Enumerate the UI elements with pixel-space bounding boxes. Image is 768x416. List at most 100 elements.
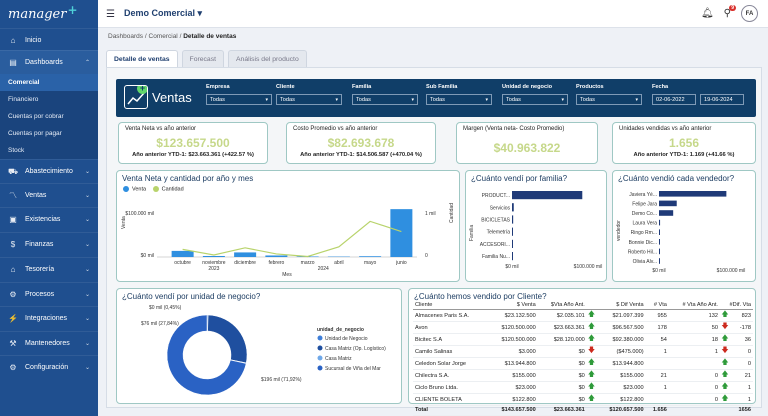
- table-row[interactable]: Chilectra S.A. $155.000 $0 🡅 $155.000 21 0 🡅 21: [413, 369, 753, 382]
- subnav-item-1[interactable]: Financiero: [0, 91, 98, 108]
- sidebar-item-ventas[interactable]: 〽 Ventas ⌄: [0, 183, 98, 207]
- subnav-item-0[interactable]: Comercial: [0, 74, 98, 91]
- bell-icon[interactable]: 🔔︎: [700, 8, 714, 19]
- sidebar-item-configuracin[interactable]: ⚙ Configuración ⌄: [0, 355, 98, 379]
- tab-forecast[interactable]: Forecast: [181, 50, 224, 67]
- filter-select[interactable]: Todas ▾: [352, 94, 418, 105]
- company-selector[interactable]: Demo Comercial ▾: [124, 8, 203, 18]
- col-header[interactable]: #Dif. Vta: [719, 301, 753, 310]
- chevron-down-icon: ▾: [635, 96, 638, 103]
- filter-select[interactable]: Todas ▾: [576, 94, 642, 105]
- bar-venta: [234, 252, 257, 257]
- table-row[interactable]: Camilo Salinas $3.000 $0 🡇 ($475.000) 1 1 🡇 0: [413, 345, 753, 358]
- chevron-icon: ⌄: [84, 169, 90, 175]
- filter-select[interactable]: Todas ▾: [426, 94, 492, 105]
- table-row[interactable]: CLIENTE BOLETA $122.800 $0 🡅 $122.800 0 🡅 1: [413, 393, 753, 406]
- kpi-venta-neta: Venta Neta vs año anterior $123.657.500 …: [118, 122, 268, 164]
- col-header[interactable]: $ Dif Venta: [586, 301, 646, 310]
- sidebar-item-mantenedores[interactable]: ⚒ Mantenedores ⌄: [0, 331, 98, 355]
- table-cell: $0: [537, 369, 587, 382]
- xtick: $0 mil: [652, 268, 665, 274]
- table-cell: 178: [645, 321, 669, 334]
- bar: [512, 252, 513, 261]
- sidebar-item-inicio[interactable]: ⌂ Inicio: [0, 28, 98, 52]
- xtick: diciembre: [234, 260, 256, 266]
- chevron-down-icon: ▾: [561, 96, 564, 103]
- tab-analisis-producto[interactable]: Análisis del producto: [228, 50, 307, 67]
- legend-item: Sucursal de Viña del Mar: [325, 366, 381, 372]
- table-row[interactable]: Celedon Solar Jorge $13.944.800 $0 🡅 $13.944…: [413, 357, 753, 370]
- table-cell: 823: [730, 309, 753, 322]
- sidebar-item-dashboards[interactable]: ▤ Dashboards ⌃: [0, 50, 98, 74]
- arrow-up-icon: 🡅: [587, 359, 596, 366]
- table-cell: $0: [537, 381, 587, 394]
- tab-detalle-ventas[interactable]: Detalle de ventas: [106, 50, 178, 67]
- sidebar-item-procesos[interactable]: ⚙ Procesos ⌄: [0, 282, 98, 306]
- filter-0: Empresa Todas ▾: [206, 84, 272, 105]
- sidebar-item-finanzas[interactable]: $ Finanzas ⌄: [0, 232, 98, 256]
- arrow-up-icon: 🡅: [721, 395, 729, 402]
- filter-4: Unidad de negocio Todas ▾: [502, 84, 568, 105]
- arrow-up-icon: 🡅: [587, 323, 596, 330]
- dollar-icon: $: [10, 240, 16, 249]
- col-header[interactable]: $Vta Año Ant.: [537, 301, 587, 310]
- ytick: $0 mil: [141, 253, 154, 259]
- avatar[interactable]: FA: [741, 5, 758, 22]
- arrow-down-icon: 🡇: [721, 347, 729, 354]
- bar-venta: [202, 255, 225, 257]
- sidebar-item-abastecimiento[interactable]: ⛟ Abastecimiento ⌄: [0, 159, 98, 183]
- table-cell: $143.657.500: [488, 405, 538, 416]
- subnav-item-2[interactable]: Cuentas por cobrar: [0, 108, 98, 125]
- notification-badge: 9: [729, 5, 736, 11]
- sidebar-item-integraciones[interactable]: ⚡ Integraciones ⌄: [0, 306, 98, 330]
- date-from-input[interactable]: 02-06-2022: [652, 94, 696, 105]
- table-row[interactable]: Ciclo Bruno Ltda. $23.000 $0 🡅 $23.000 1 0 🡅 1: [413, 381, 753, 394]
- bar: [512, 191, 583, 200]
- subnav-item-4[interactable]: Stock: [0, 142, 98, 159]
- table-cell: Bicitec S.A: [413, 333, 489, 346]
- table-row[interactable]: Bicitec S.A $120.500.000 $28.120.000 🡅 $92.3…: [413, 333, 753, 346]
- breadcrumb-dashboards[interactable]: Dashboards: [108, 33, 144, 40]
- filter-select[interactable]: Todas ▾: [502, 94, 568, 105]
- col-header[interactable]: # Vta: [645, 301, 669, 310]
- table-total-row: Total $143.657.500 $23.663.361 $120.657.500…: [413, 405, 753, 416]
- table-cell: Ciclo Bruno Ltda.: [413, 381, 489, 394]
- filter-select[interactable]: Todas ▾: [276, 94, 342, 105]
- col-header[interactable]: # Vta Año Ant.: [668, 301, 720, 310]
- table-row[interactable]: Avon $120.500.000 $23.663.361 🡅 $96.567.500 1…: [413, 321, 753, 334]
- category-label: Bonnie Dic...: [629, 240, 657, 246]
- box-icon: ▣: [9, 215, 17, 224]
- menu-icon[interactable]: ☰: [106, 9, 115, 20]
- filter-fecha: Fecha 02-06-2022 19-06-2024: [652, 84, 744, 105]
- arrow-down-icon: 🡇: [587, 347, 596, 354]
- category-label: Telemetría: [487, 230, 511, 236]
- filter-1: Cliente Todas ▾: [276, 84, 342, 105]
- table-cell: 1: [645, 381, 669, 394]
- arrow-up-icon: 🡅: [587, 395, 596, 402]
- bar: [512, 227, 513, 236]
- table-cell: 955: [645, 309, 669, 322]
- bar-venta: [265, 255, 288, 257]
- table-cell: $3.000: [488, 345, 538, 358]
- legend-marker: [317, 365, 323, 371]
- table-cell: $120.500.000: [488, 321, 538, 334]
- col-header[interactable]: Cliente: [413, 301, 489, 310]
- chart4-svg: $0 mil (0,45%) $76 mil (27,84%) $196 mil (…: [141, 305, 386, 396]
- messages-icon[interactable]: ⚲ 9: [723, 5, 736, 19]
- filter-select[interactable]: Todas ▾: [206, 94, 272, 105]
- col-header[interactable]: $ Venta: [488, 301, 538, 310]
- subnav-item-3[interactable]: Cuentas por pagar: [0, 125, 98, 142]
- sidebar-item-existencias[interactable]: ▣ Existencias ⌄: [0, 207, 98, 231]
- table-cell: $120.657.500: [596, 405, 646, 416]
- breadcrumb-comercial[interactable]: Comercial: [148, 33, 178, 40]
- table-row[interactable]: Almacenes Paris S.A. $23.132.500 $2.035.10…: [413, 309, 753, 322]
- brand-logo[interactable]: manager +: [8, 3, 78, 22]
- bar-venta: [359, 256, 382, 257]
- clientes-table: Cliente $ Venta $Vta Año Ant. $ Dif Venta # …: [413, 301, 753, 416]
- bar: [659, 210, 674, 216]
- xtick: $0 mil: [505, 264, 518, 270]
- sidebar-item-tesorera[interactable]: ⌂ Tesorería ⌄: [0, 257, 98, 281]
- legend-marker: [317, 355, 323, 361]
- date-to-input[interactable]: 19-06-2024: [700, 94, 744, 105]
- xtick: mayo: [364, 260, 376, 266]
